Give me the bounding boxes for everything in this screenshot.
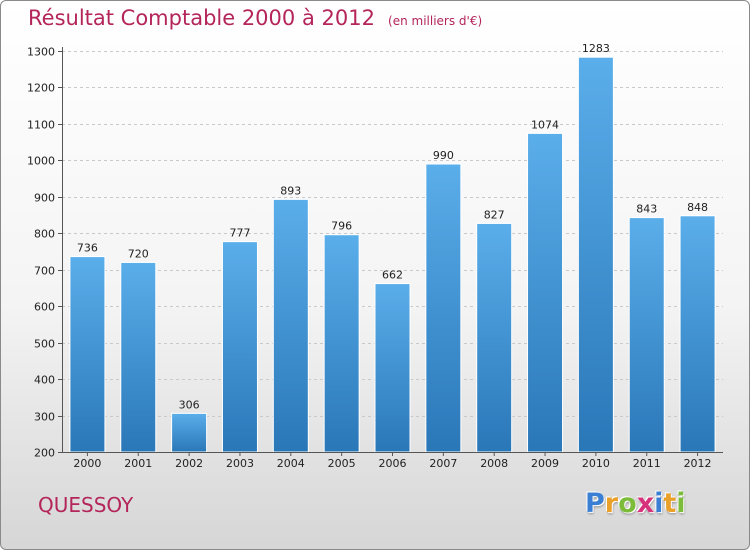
- y-tick-label: 400: [34, 374, 55, 387]
- bar: [272, 198, 309, 453]
- bar: [120, 261, 157, 453]
- data-label: 306: [179, 398, 200, 411]
- bar: [425, 163, 462, 453]
- bar: [69, 256, 106, 453]
- axes: [58, 47, 723, 456]
- x-tick-label: 2002: [175, 457, 203, 470]
- bar: [374, 283, 411, 453]
- y-tick-label: 300: [34, 411, 55, 424]
- data-label: 990: [433, 149, 454, 162]
- x-tick-label: 2001: [124, 457, 152, 470]
- y-tick-label: 700: [34, 265, 55, 278]
- y-tick-label: 200: [34, 447, 55, 460]
- data-label: 662: [382, 269, 403, 282]
- x-tick-label: 2000: [73, 457, 101, 470]
- y-tick-label: 900: [34, 192, 55, 205]
- bar: [628, 217, 665, 453]
- x-tick-label: 2005: [328, 457, 356, 470]
- bar: [476, 222, 513, 453]
- data-label: 777: [229, 227, 250, 240]
- bar: [323, 234, 360, 453]
- x-tick-label: 2011: [633, 457, 661, 470]
- logo-letter: r: [604, 488, 619, 519]
- y-tick-label: 1000: [27, 155, 55, 168]
- bar: [171, 412, 208, 453]
- chart-title: Résultat Comptable 2000 à 2012 (en milli…: [28, 6, 482, 30]
- x-tick-label: 2004: [277, 457, 305, 470]
- x-tick-label: 2010: [582, 457, 610, 470]
- logo-letter: t: [663, 488, 677, 519]
- data-label: 1283: [582, 42, 610, 55]
- logo-letter: P: [585, 488, 605, 519]
- bar: [527, 132, 564, 453]
- bar: [679, 215, 716, 453]
- data-label: 843: [636, 203, 657, 216]
- data-label: 1074: [531, 118, 559, 131]
- y-tick-label: 800: [34, 228, 55, 241]
- logo-letter: o: [618, 488, 637, 519]
- bar: [577, 56, 614, 453]
- x-tick-label: 2007: [429, 457, 457, 470]
- y-tick-label: 1100: [27, 119, 55, 132]
- bar: [221, 241, 258, 453]
- data-label: 893: [280, 184, 301, 197]
- x-tick-label: 2012: [684, 457, 712, 470]
- y-tick-label: 500: [34, 338, 55, 351]
- x-tick-label: 2006: [379, 457, 407, 470]
- x-tick-label: 2003: [226, 457, 254, 470]
- proxiti-logo: Proxiti: [585, 488, 686, 519]
- logo-letter: x: [636, 488, 655, 519]
- data-label: 736: [77, 242, 98, 255]
- logo-letter: i: [654, 488, 664, 519]
- y-tick-label: 600: [34, 301, 55, 314]
- logo-letter: i: [676, 488, 686, 519]
- unit-text: (en milliers d'€): [388, 14, 483, 28]
- x-tick-label: 2008: [480, 457, 508, 470]
- title-text: Résultat Comptable 2000 à 2012: [28, 6, 375, 30]
- y-tick-label: 1300: [27, 46, 55, 59]
- x-tick-label: 2009: [531, 457, 559, 470]
- bars: [69, 56, 716, 453]
- data-label: 796: [331, 220, 352, 233]
- data-label: 827: [484, 208, 505, 221]
- y-tick-label: 1200: [27, 82, 55, 95]
- town-name: QUESSOY: [38, 493, 134, 517]
- data-label: 848: [687, 201, 708, 214]
- data-label: 720: [128, 247, 149, 260]
- labels: 200 300 400 500 600 700 800 900 1000 1100 1200 1300…: [27, 42, 712, 470]
